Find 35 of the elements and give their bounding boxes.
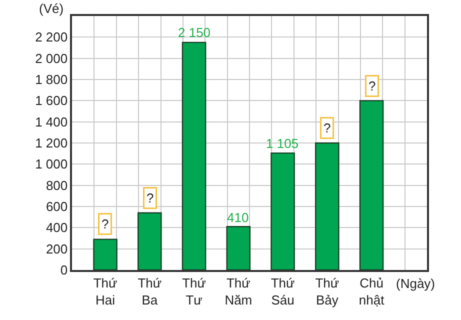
y-tick-label: 1 800 bbox=[35, 72, 68, 88]
data-label: ? bbox=[368, 78, 376, 94]
y-tick-label: 1 000 bbox=[35, 156, 68, 172]
x-tick-label: Thứ Tư bbox=[182, 275, 206, 308]
data-label: ? bbox=[146, 190, 154, 206]
y-tick-label: 600 bbox=[46, 199, 68, 214]
x-tick-label: Thứ Bảy bbox=[315, 275, 340, 308]
x-tick-label: Thứ Sáu bbox=[270, 275, 296, 308]
y-tick-label: 1 200 bbox=[35, 136, 68, 151]
bar bbox=[182, 42, 206, 270]
x-tick-label: Chủ nhật bbox=[358, 275, 385, 308]
x-tick-label: Thứ Ba bbox=[138, 275, 162, 308]
bar bbox=[93, 238, 118, 270]
x-tick-label: Thứ Năm bbox=[224, 275, 252, 308]
data-label: ? bbox=[102, 216, 109, 232]
data-label: 1 105 bbox=[266, 136, 299, 151]
data-label: 410 bbox=[227, 210, 249, 225]
y-tick-label: 2 000 bbox=[35, 50, 68, 66]
x-axis-title: (Ngày) bbox=[396, 276, 436, 291]
x-tick-label: Thứ Hai bbox=[93, 275, 118, 308]
y-axis-title: (Vé) bbox=[39, 1, 64, 16]
y-tick-label: 1 400 bbox=[35, 114, 68, 130]
data-label: 2 150 bbox=[178, 25, 211, 40]
bar bbox=[359, 100, 384, 270]
bar bbox=[138, 212, 162, 270]
y-tick-label: 400 bbox=[46, 220, 68, 236]
bar bbox=[226, 226, 251, 270]
y-tick-label: 200 bbox=[46, 241, 68, 256]
y-tick-label: 0 bbox=[60, 262, 68, 278]
bar bbox=[270, 152, 295, 270]
y-tick-label: 800 bbox=[46, 178, 68, 193]
y-tick-label: 2 200 bbox=[35, 30, 68, 45]
bar bbox=[315, 142, 340, 270]
y-tick-label: 1 600 bbox=[35, 93, 68, 108]
data-label: ? bbox=[324, 120, 331, 136]
